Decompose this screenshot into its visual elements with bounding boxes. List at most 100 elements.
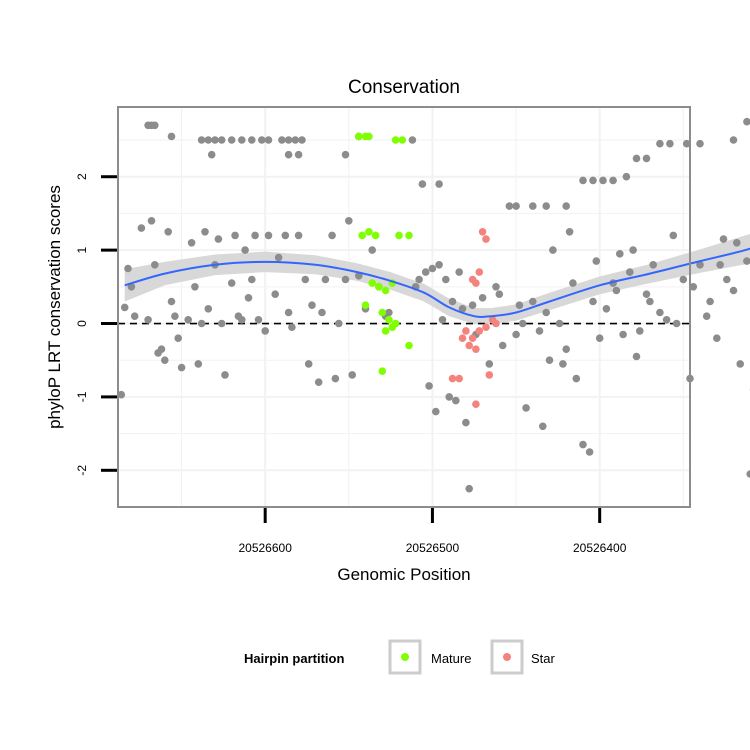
data-point-mature (381, 327, 390, 335)
data-point-star (482, 235, 490, 243)
data-point-other (151, 121, 159, 130)
data-point-other (328, 231, 336, 240)
data-point-other (304, 360, 313, 368)
y-tick-label: -1 (75, 391, 89, 402)
data-point-other (425, 382, 433, 390)
data-point-other (214, 235, 223, 243)
data-point-other (468, 301, 477, 310)
data-point-mature (371, 231, 380, 240)
data-point-other (656, 139, 664, 148)
data-point-star (475, 327, 484, 335)
data-point-other (636, 327, 644, 335)
data-point-other (264, 136, 273, 144)
data-point-mature (405, 341, 413, 350)
data-point-other (746, 470, 750, 478)
data-point-other (662, 316, 671, 324)
legend-key-box-mature (388, 639, 422, 675)
data-point-other (485, 360, 494, 368)
data-point-other (743, 257, 750, 265)
data-point-other (331, 374, 340, 383)
data-point-other (238, 136, 246, 144)
data-point-other (512, 330, 520, 339)
plot-area (117, 106, 750, 508)
y-tick-label: -2 (75, 465, 89, 476)
data-point-other (696, 261, 704, 269)
series-mature (355, 132, 413, 376)
data-point-other (549, 246, 557, 254)
data-point-other (254, 316, 263, 324)
data-point-other (572, 374, 581, 383)
data-point-other (535, 327, 544, 335)
data-point-other (120, 303, 129, 312)
data-point-other (452, 396, 460, 405)
y-axis-title: phyloP LRT conservation scores (45, 185, 64, 429)
data-point-other (194, 360, 203, 368)
data-point-other (672, 319, 681, 328)
data-point-other (124, 264, 132, 273)
data-point-other (217, 136, 226, 144)
data-point-other (151, 261, 159, 269)
data-point-other (599, 176, 607, 185)
data-point-other (545, 356, 554, 365)
data-point-other (177, 363, 186, 372)
data-point-other (529, 297, 537, 306)
data-point-other (442, 275, 450, 284)
data-point-other (629, 246, 637, 254)
data-point-other (505, 202, 514, 210)
data-point-other (264, 231, 273, 240)
data-point-star (475, 268, 484, 276)
chart-title: Conservation (348, 77, 460, 98)
data-point-other (197, 319, 206, 328)
data-point-other (702, 312, 711, 321)
legend-label-mature: Mature (431, 651, 471, 666)
data-point-star (465, 341, 474, 350)
data-point-other (435, 261, 443, 269)
data-point-mature (365, 228, 373, 236)
data-point-other (415, 275, 423, 284)
data-point-other (729, 286, 738, 295)
data-point-other (736, 360, 744, 368)
legend: Hairpin partition Mature Star (244, 639, 556, 675)
data-point-other (589, 297, 597, 306)
y-tick-label: 1 (75, 246, 89, 253)
data-point-other (626, 268, 634, 276)
data-point-other (385, 308, 393, 317)
data-point-other (204, 136, 213, 144)
data-point-other (348, 371, 357, 379)
data-point-other (301, 275, 310, 284)
y-tick-label: 2 (75, 173, 89, 180)
data-point-other (171, 312, 179, 321)
data-point-other (308, 301, 316, 310)
data-point-other (579, 440, 587, 449)
legend-title: Hairpin partition (244, 651, 344, 666)
panel-border (117, 106, 691, 508)
legend-label-star: Star (531, 651, 556, 666)
data-point-star (472, 400, 480, 409)
data-point-mature (391, 136, 400, 144)
data-point-star (458, 334, 467, 343)
data-point-other (147, 217, 156, 225)
data-point-other (227, 136, 236, 144)
x-tick-label: 20526500 (406, 541, 460, 555)
data-point-other (562, 345, 570, 354)
data-point-other (288, 323, 296, 332)
data-point-other (529, 202, 537, 210)
data-point-mature (361, 301, 370, 310)
data-point-star (485, 371, 494, 379)
data-point-other (589, 176, 597, 185)
data-point-mature (378, 308, 387, 317)
data-point-other (495, 290, 504, 299)
data-point-other (221, 371, 229, 379)
data-point-other (284, 136, 293, 144)
data-point-other (161, 356, 169, 365)
data-point-other (542, 308, 550, 317)
x-tick-label: 20526400 (573, 541, 627, 555)
data-points (117, 117, 750, 493)
y-tick-label: 0 (75, 320, 89, 327)
data-point-other (706, 297, 714, 306)
data-point-other (682, 139, 691, 148)
series-star (448, 228, 500, 409)
data-point-other (244, 294, 253, 302)
panel-background (118, 107, 690, 507)
data-point-other (569, 279, 577, 287)
